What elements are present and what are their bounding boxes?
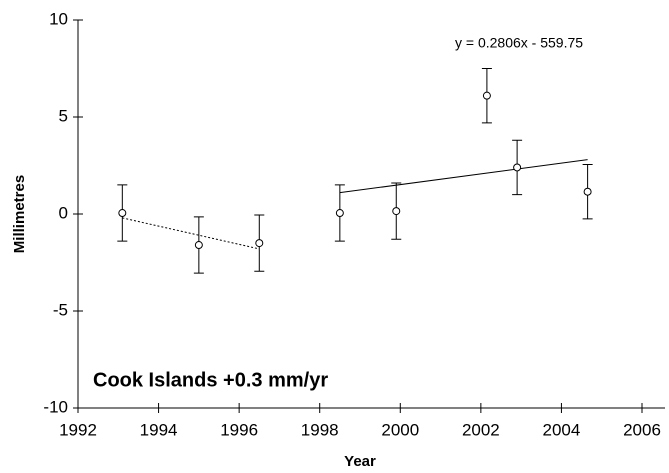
x-tick-label: 2004 [543,420,581,439]
data-point [118,209,127,218]
y-tick-label: -5 [53,300,68,319]
data-point [482,91,491,100]
x-tick-label: 1994 [140,420,178,439]
data-point [255,239,264,248]
x-tick-label: 2006 [623,420,661,439]
trend-line [122,217,260,250]
x-tick-label: 2000 [381,420,419,439]
x-tick-label: 1992 [59,420,97,439]
data-point [335,209,344,218]
data-point [513,163,522,172]
data-point [392,207,401,216]
x-axis-label: Year [344,453,376,470]
y-tick-label: 10 [49,9,68,28]
trend-line [339,159,588,194]
trend-equation: y = 0.2806x - 559.75 [455,35,583,51]
y-tick-label: 5 [59,106,68,125]
data-point [194,241,203,250]
x-tick-label: 2002 [462,420,500,439]
x-tick-label: 1996 [220,420,258,439]
data-point [583,187,592,196]
chart-title: Cook Islands +0.3 mm/yr [93,369,328,391]
y-tick-label: 0 [59,203,68,222]
x-tick-label: 1998 [301,420,339,439]
y-axis-label: Millimetres [11,175,28,253]
y-tick-label: -10 [43,397,68,416]
